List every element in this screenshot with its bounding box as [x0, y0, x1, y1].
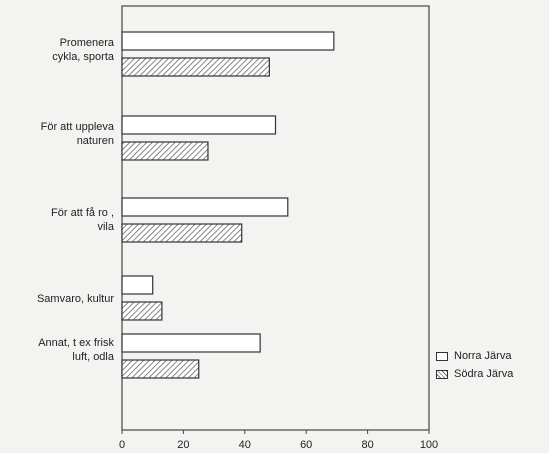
category-label: Samvaro, kultur: [18, 292, 114, 306]
x-tick-label: 40: [239, 439, 251, 451]
bar-sodra-3: [121, 301, 163, 321]
bar-norra-1: [121, 115, 277, 135]
category-label-line: naturen: [76, 135, 114, 147]
x-tick-label: 80: [361, 439, 373, 451]
bar-norra-0: [121, 31, 335, 51]
legend-item-norra: Norra Järva: [436, 350, 511, 362]
x-tick-label: 20: [177, 439, 189, 451]
x-tick-label: 0: [119, 439, 125, 451]
legend-label-norra: Norra Järva: [454, 350, 512, 362]
category-label-line: vila: [97, 221, 114, 233]
x-tick-label: 100: [420, 439, 438, 451]
category-label-line: Samvaro, kultur: [36, 293, 114, 305]
plot-frame: [121, 5, 430, 431]
category-label-line: För att uppleva: [40, 121, 114, 133]
category-label: För att få ro , vila: [18, 206, 114, 234]
x-tick-label: 60: [300, 439, 312, 451]
legend-label-sodra: Södra Järva: [454, 368, 514, 380]
bar-sodra-1: [121, 141, 209, 161]
category-label-line: Annat, t ex frisk: [38, 337, 114, 349]
category-label-line: Promenera: [59, 37, 114, 49]
bar-sodra-0: [121, 57, 270, 77]
category-label-line: luft, odla: [72, 351, 114, 363]
category-label: Promenera cykla, sporta: [18, 36, 114, 64]
legend-swatch-norra: [436, 351, 448, 361]
legend-swatch-sodra: [436, 369, 448, 379]
category-label: För att uppleva naturen: [18, 120, 114, 148]
bar-norra-2: [121, 197, 289, 217]
bar-norra-3: [121, 275, 154, 295]
category-label-line: För att få ro ,: [51, 207, 114, 219]
category-label-line: cykla, sporta: [52, 51, 114, 63]
legend-item-sodra: Södra Järva: [436, 368, 513, 380]
bar-sodra-4: [121, 359, 200, 379]
bar-norra-4: [121, 333, 261, 353]
bar-sodra-2: [121, 223, 243, 243]
category-label: Annat, t ex frisk luft, odla: [18, 336, 114, 364]
